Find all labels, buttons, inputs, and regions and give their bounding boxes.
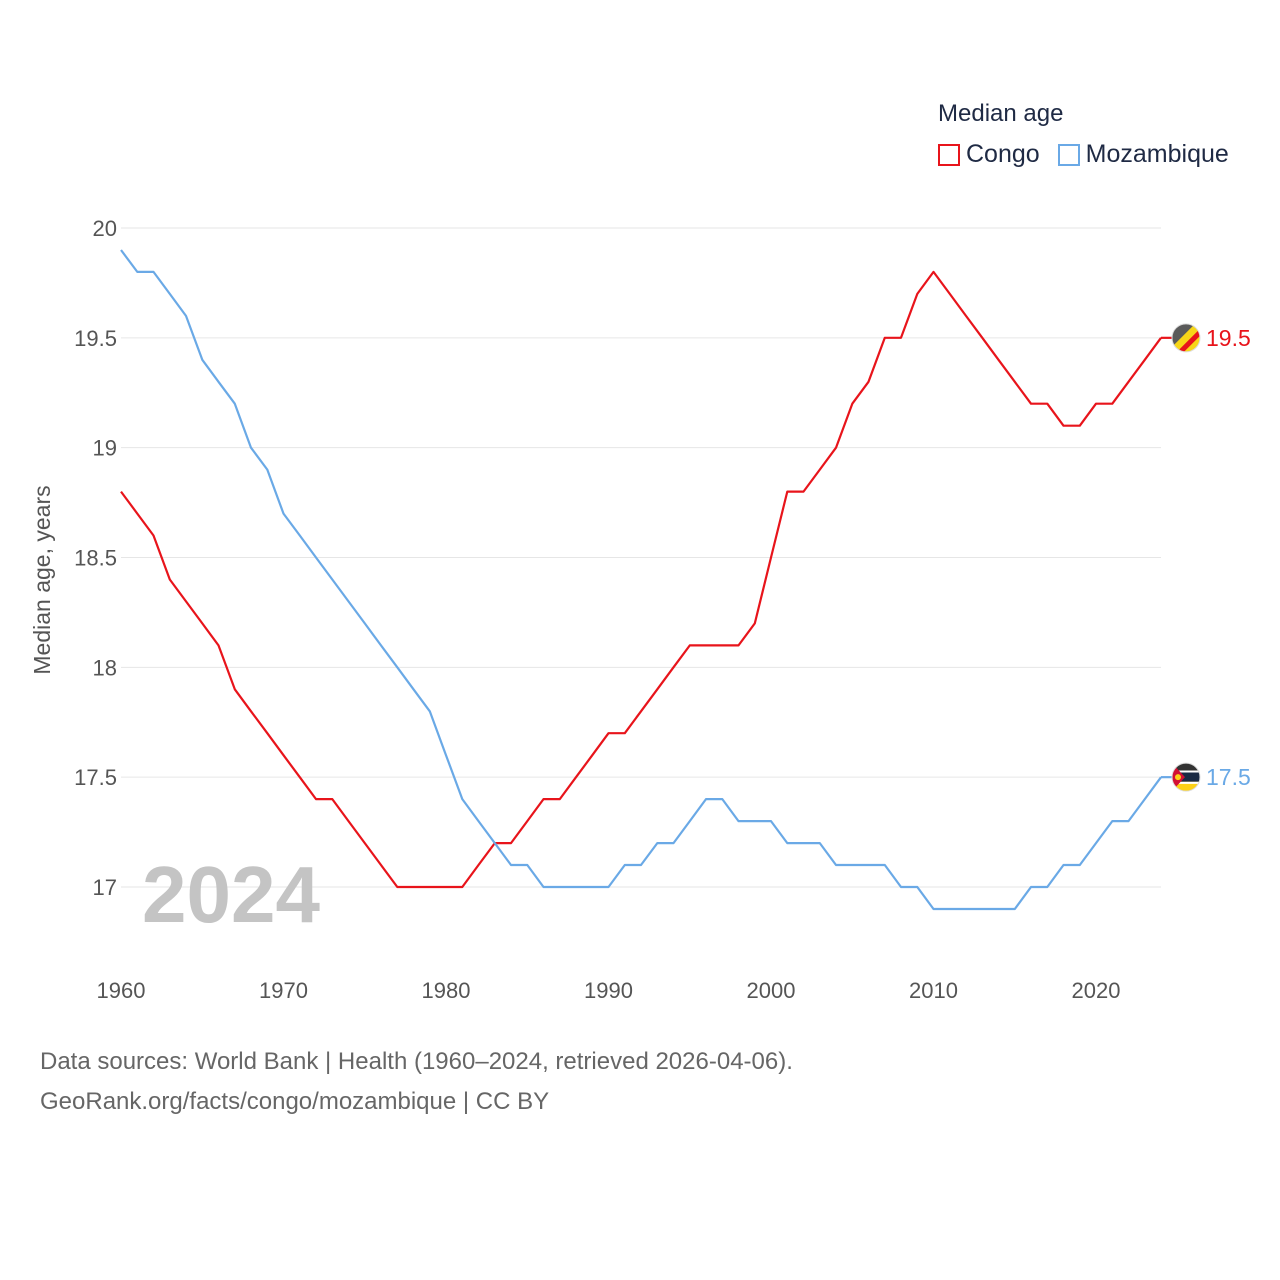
- x-tick-label: 2010: [909, 978, 958, 1003]
- x-tick-label: 2020: [1072, 978, 1121, 1003]
- x-axis-ticks: 1960 1970 1980 1990 2000 2010 2020: [97, 978, 1121, 1003]
- legend-title: Median age: [938, 100, 1064, 127]
- y-tick-label: 17.5: [74, 765, 117, 790]
- y-tick-label: 18: [93, 655, 117, 680]
- data-sources-text: Data sources: World Bank | Health (1960–…: [40, 1048, 793, 1075]
- legend-label-mozambique: Mozambique: [1085, 140, 1229, 168]
- gridlines: [121, 227, 1161, 888]
- series-lines: [120, 249, 1162, 911]
- year-label: 2024: [142, 850, 320, 939]
- y-axis-ticks: 17 17.5 18 18.5 19 19.5 20: [74, 216, 117, 900]
- source-url-text[interactable]: GeoRank.org/facts/congo/mozambique | CC …: [40, 1088, 550, 1115]
- footer: Data sources: World Bank | Health (1960–…: [40, 1042, 793, 1122]
- end-value-label-mozambique: 17.5: [1206, 764, 1251, 790]
- y-tick-label: 19.5: [74, 326, 117, 351]
- x-tick-label: 1980: [422, 978, 471, 1003]
- end-markers: 19.5 17.5: [1161, 323, 1251, 792]
- x-tick-label: 1990: [584, 978, 633, 1003]
- legend: Median age Congo Mozambique: [938, 100, 1229, 169]
- y-tick-label: 19: [93, 436, 117, 461]
- y-tick-label: 18.5: [74, 546, 117, 571]
- x-tick-label: 1960: [97, 978, 146, 1003]
- congo-flag-icon: [1171, 323, 1201, 353]
- y-tick-label: 17: [93, 875, 117, 900]
- x-tick-label: 2000: [747, 978, 796, 1003]
- legend-item-congo[interactable]: Congo: [938, 140, 1040, 169]
- mozambique-flag-icon: [1171, 762, 1201, 792]
- end-value-label-congo: 19.5: [1206, 325, 1251, 351]
- y-tick-label: 20: [93, 216, 117, 241]
- legend-item-mozambique[interactable]: Mozambique: [1057, 140, 1229, 169]
- x-tick-label: 1970: [259, 978, 308, 1003]
- legend-swatch-congo: [938, 143, 960, 166]
- y-axis-title: Median age, years: [29, 485, 55, 674]
- series-line-mozambique[interactable]: [120, 249, 1162, 911]
- legend-label-congo: Congo: [966, 140, 1040, 168]
- series-line-congo[interactable]: [120, 270, 1162, 889]
- legend-swatch-mozambique: [1057, 143, 1080, 166]
